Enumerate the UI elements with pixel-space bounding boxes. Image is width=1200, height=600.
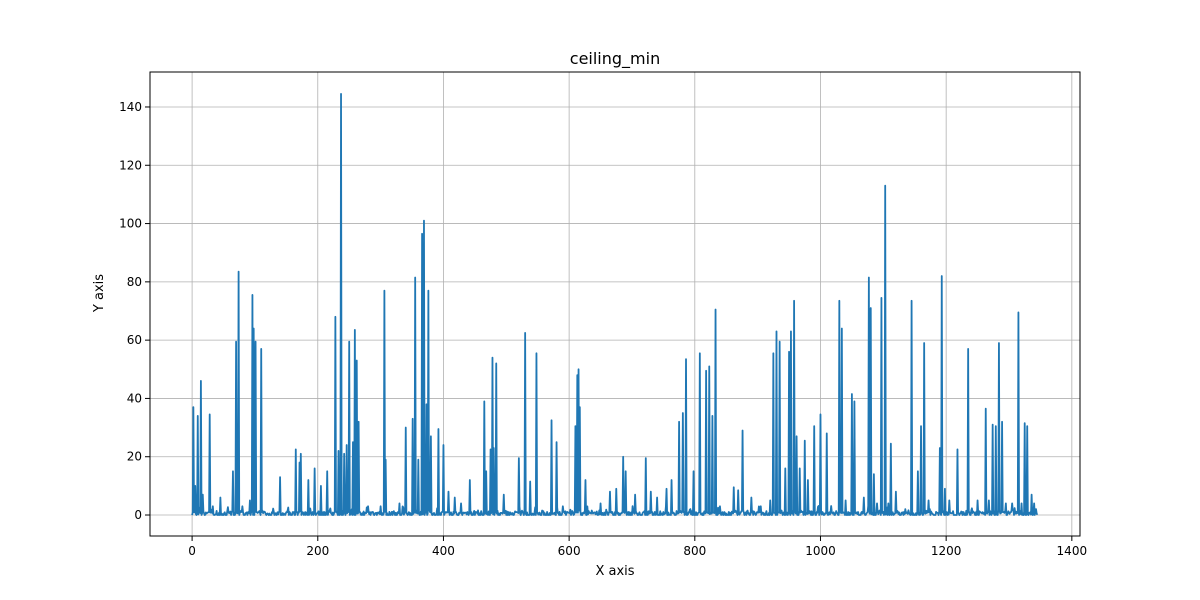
x-tick-label: 1000 [805, 544, 836, 558]
x-tick-label: 400 [432, 544, 455, 558]
y-tick-label: 0 [134, 508, 142, 522]
series-line [191, 92, 1039, 516]
y-axis-ticks: 0 20 40 60 80 100 120 140 [119, 100, 150, 522]
x-tick-label: 1200 [931, 544, 962, 558]
x-tick-label: 600 [558, 544, 581, 558]
y-tick-label: 100 [119, 217, 142, 231]
y-tick-label: 140 [119, 100, 142, 114]
y-tick-label: 80 [127, 275, 142, 289]
y-tick-label: 60 [127, 333, 142, 347]
x-tick-label: 0 [188, 544, 196, 558]
x-tick-label: 200 [306, 544, 329, 558]
plot-frame [149, 71, 1081, 537]
x-axis-ticks: 0 200 400 600 800 1000 1200 1400 [188, 536, 1087, 558]
x-tick-label: 800 [683, 544, 706, 558]
chart-title: ceiling_min [570, 49, 660, 69]
x-axis-label: X axis [595, 564, 634, 579]
y-axis-label: Y axis [92, 274, 107, 313]
x-tick-label: 1400 [1057, 544, 1088, 558]
y-tick-label: 20 [127, 450, 142, 464]
y-tick-label: 40 [127, 391, 142, 405]
y-tick-label: 120 [119, 158, 142, 172]
